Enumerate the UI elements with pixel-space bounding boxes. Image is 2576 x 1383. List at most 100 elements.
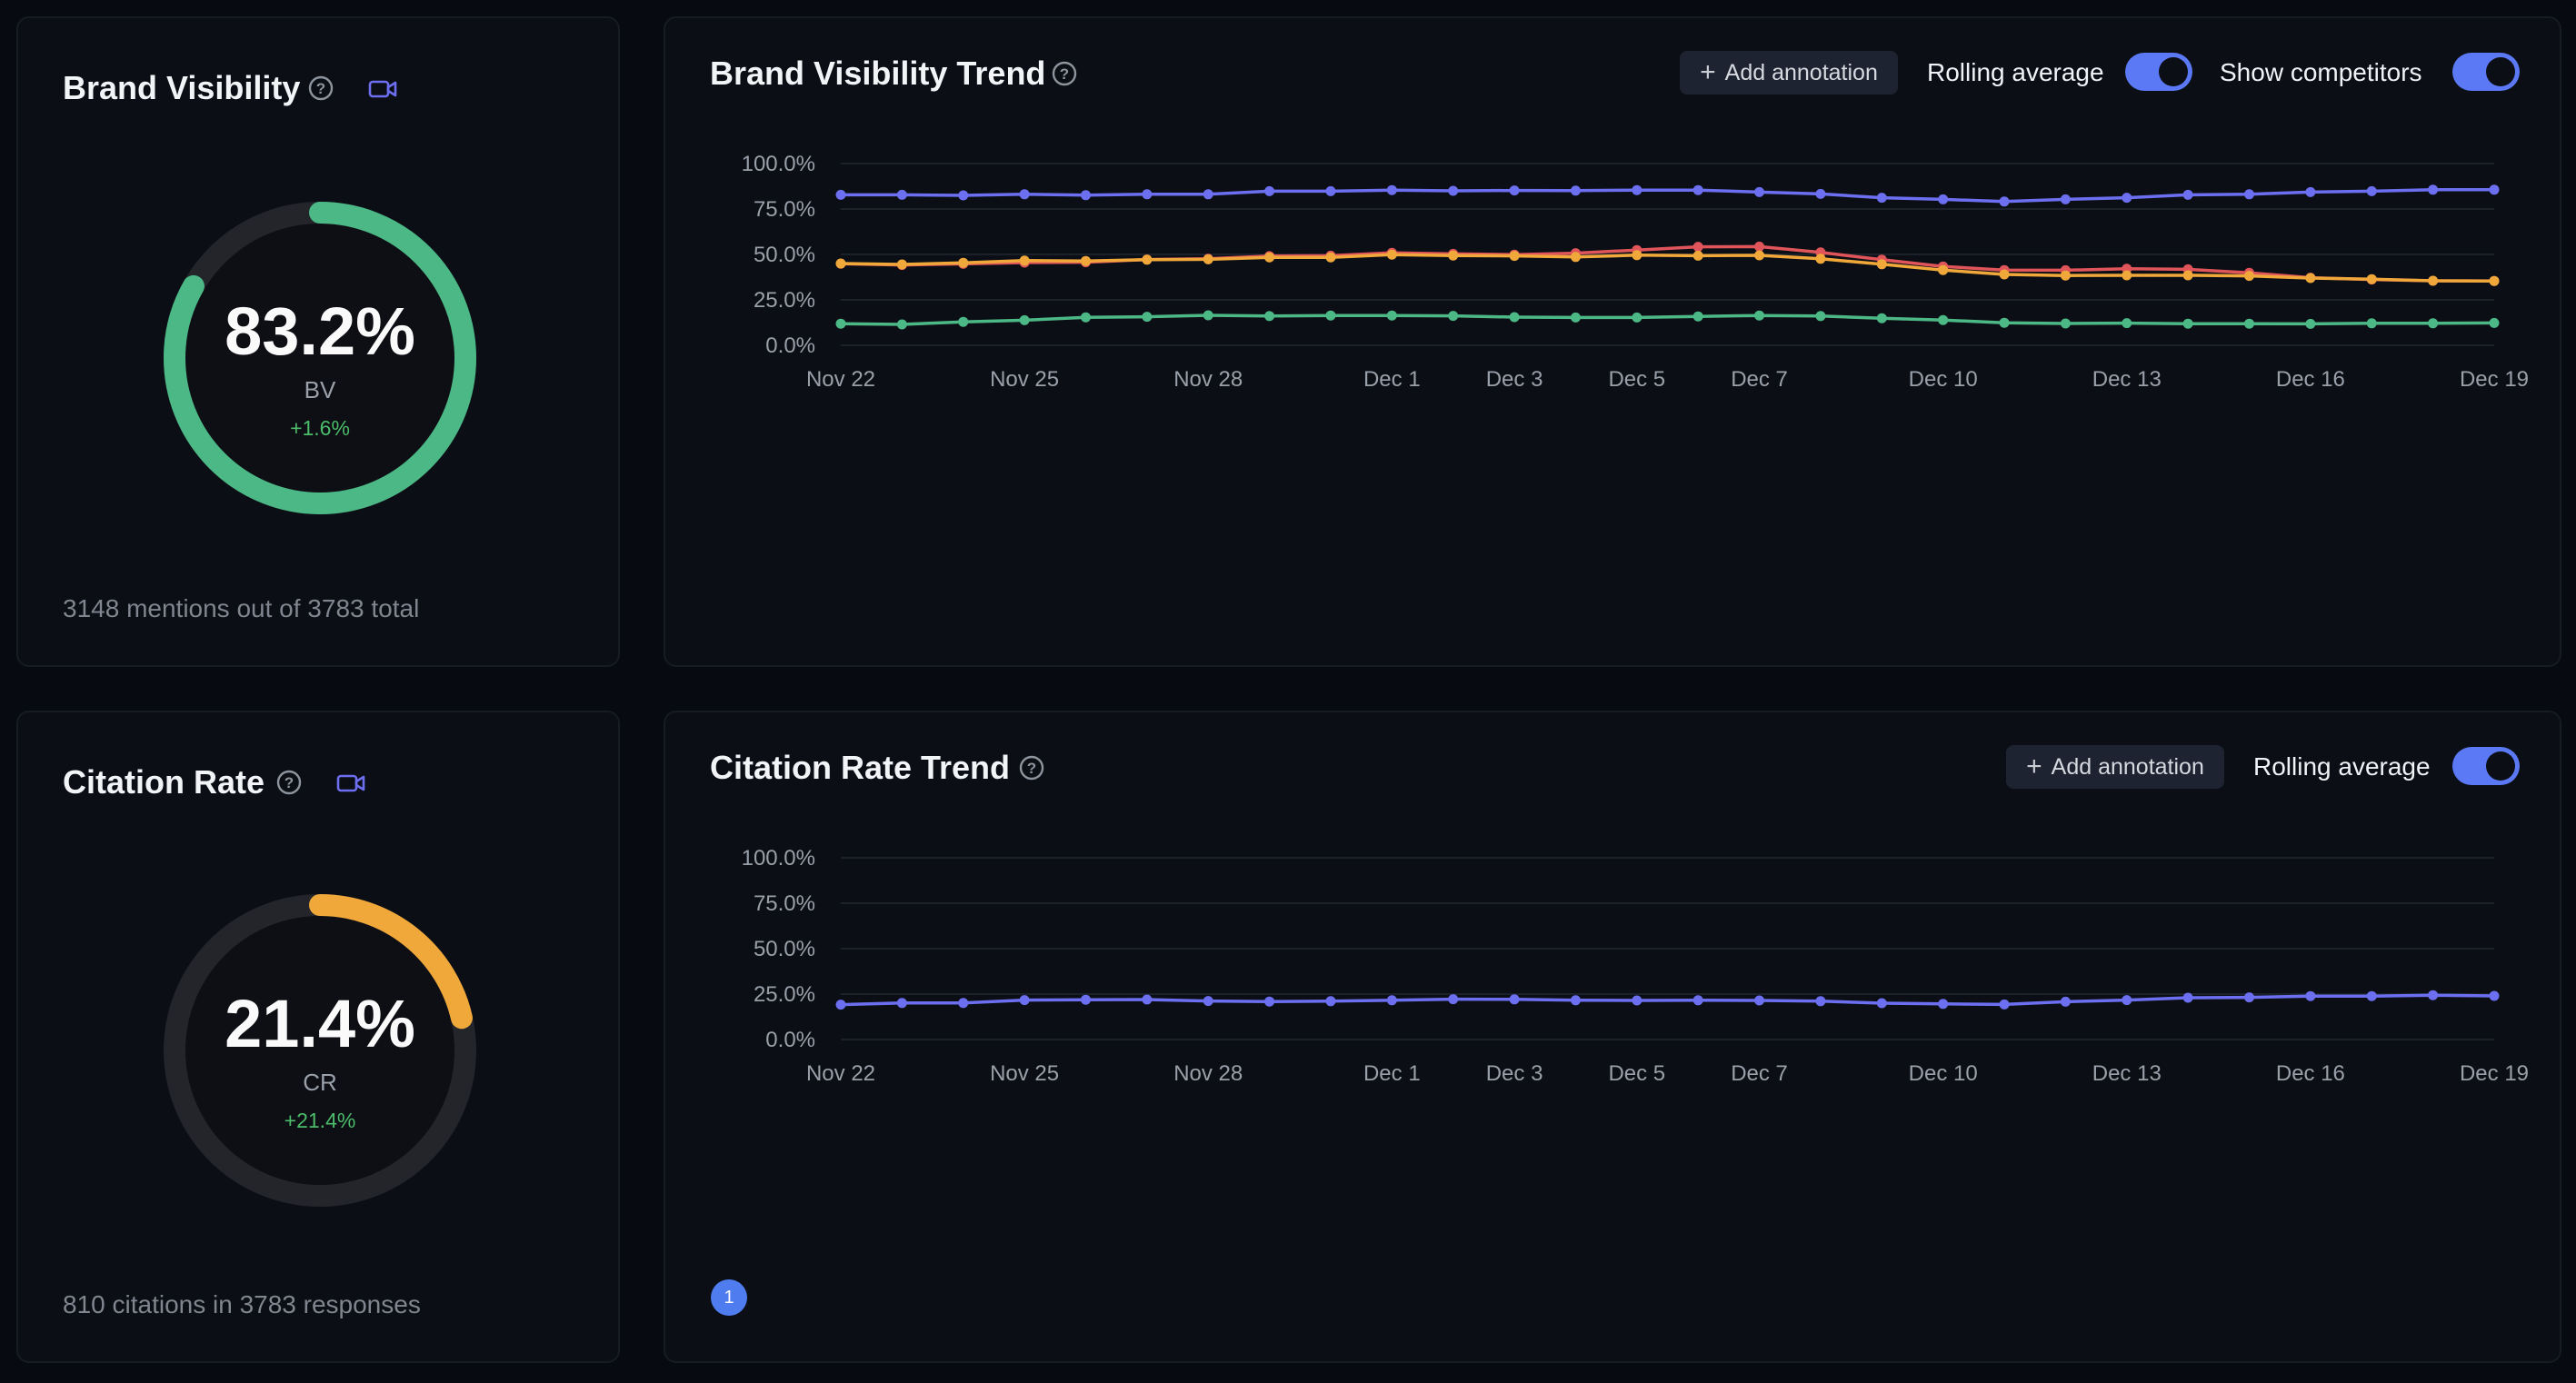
x-tick-label: Nov 22 — [806, 1061, 875, 1086]
data-point — [1448, 311, 1459, 322]
data-point — [2244, 992, 2255, 1003]
series-line — [840, 313, 2495, 326]
add-annotation-button[interactable]: + Add annotation — [1680, 51, 1898, 95]
svg-text:?: ? — [285, 774, 294, 791]
data-point — [1692, 311, 1703, 322]
data-point — [1386, 249, 1397, 260]
data-point — [1325, 996, 1336, 1007]
rolling-average-toggle[interactable] — [2125, 53, 2192, 91]
data-point — [1876, 313, 1887, 323]
y-tick-label: 75.0% — [754, 891, 815, 916]
video-camera-icon[interactable] — [336, 773, 365, 793]
series-line — [841, 188, 2494, 204]
page-number-badge[interactable]: 1 — [711, 1279, 747, 1316]
x-tick-label: Dec 7 — [1731, 1061, 1788, 1086]
data-point — [1999, 269, 2010, 280]
data-point — [1019, 995, 1030, 1006]
data-point — [1570, 185, 1581, 196]
x-tick-label: Dec 13 — [2092, 1061, 2162, 1086]
data-point — [2428, 275, 2439, 286]
data-point — [2489, 184, 2500, 195]
data-point — [1019, 314, 1030, 325]
x-tick-label: Dec 13 — [2092, 367, 2162, 392]
data-point — [1509, 994, 1520, 1005]
data-point — [1264, 311, 1275, 322]
data-point — [1692, 250, 1703, 261]
series-line — [840, 993, 2495, 1007]
y-tick-label: 100.0% — [742, 846, 815, 871]
data-point — [1632, 995, 1642, 1006]
data-point — [2122, 193, 2132, 204]
data-point — [2060, 194, 2071, 204]
data-point — [1203, 189, 1213, 200]
data-point — [1080, 994, 1091, 1005]
data-point — [1815, 996, 1826, 1007]
data-point — [1876, 998, 1887, 1009]
data-point — [1570, 312, 1581, 323]
data-point — [1325, 185, 1336, 196]
data-point — [1386, 310, 1397, 321]
data-point — [1142, 312, 1153, 323]
toggle-knob — [2486, 57, 2515, 86]
y-tick-label: 50.0% — [754, 937, 815, 961]
x-tick-label: Nov 25 — [990, 1061, 1059, 1086]
data-point — [1080, 190, 1091, 201]
data-point — [958, 257, 969, 268]
help-circle-icon[interactable]: ? — [275, 769, 303, 796]
citation-rate-trend-chart: 100.0% 75.0% 50.0% 25.0% 0.0% Nov 22 Nov 25 Nov… — [742, 846, 2529, 1086]
show-competitors-label: Show competitors — [2220, 58, 2422, 86]
add-annotation-button[interactable]: + Add annotation — [2006, 745, 2224, 789]
data-point — [1325, 252, 1336, 263]
data-point — [2122, 318, 2132, 329]
brand-visibility-trend-chart: 100.0% 75.0% 50.0% 25.0% 0.0% Nov 22 Nov 25 Nov… — [742, 152, 2529, 392]
data-point — [2182, 189, 2193, 200]
data-point — [1938, 999, 1949, 1010]
data-point — [896, 189, 907, 200]
data-point — [2428, 184, 2439, 195]
data-point — [1632, 312, 1642, 323]
citation-rate-gauge: 21.4% CR +21.4% — [160, 890, 480, 1210]
citation-rate-title: Citation Rate — [63, 763, 265, 801]
data-point — [958, 316, 969, 327]
data-point — [1938, 194, 1949, 204]
help-circle-icon[interactable]: ? — [1018, 754, 1045, 781]
citation-rate-value: 21.4% — [225, 986, 415, 1061]
data-point — [835, 258, 846, 269]
plus-icon: + — [2026, 751, 2042, 781]
help-circle-icon[interactable]: ? — [1051, 60, 1078, 87]
data-point — [1080, 255, 1091, 266]
data-point — [896, 319, 907, 330]
rolling-average-toggle[interactable] — [2452, 747, 2520, 785]
data-point — [896, 259, 907, 270]
video-camera-icon[interactable] — [368, 79, 397, 99]
help-circle-icon[interactable]: ? — [307, 75, 334, 102]
data-point — [1448, 994, 1459, 1005]
data-point — [958, 190, 969, 201]
svg-text:?: ? — [316, 80, 325, 97]
x-tick-label: Dec 5 — [1608, 1061, 1665, 1086]
data-point — [1632, 250, 1642, 261]
data-point — [2428, 318, 2439, 329]
bv-trend-title: Brand Visibility Trend — [710, 55, 1046, 92]
data-point — [1203, 310, 1213, 321]
data-point — [2182, 318, 2193, 329]
data-point — [2182, 992, 2193, 1003]
data-point — [2305, 186, 2316, 197]
data-point — [835, 189, 846, 200]
data-point — [2428, 990, 2439, 1000]
series-line — [840, 253, 2495, 283]
data-point — [2305, 318, 2316, 329]
y-tick-label: 0.0% — [765, 1028, 815, 1052]
data-point — [1080, 312, 1091, 323]
y-tick-label: 25.0% — [754, 288, 815, 313]
gauge-arc — [164, 894, 476, 1207]
show-competitors-toggle[interactable] — [2452, 53, 2520, 91]
data-point — [1754, 310, 1765, 321]
data-point — [896, 998, 907, 1009]
data-point — [1509, 185, 1520, 196]
x-tick-label: Dec 3 — [1486, 1061, 1543, 1086]
toggle-knob — [2486, 751, 2515, 781]
svg-text:?: ? — [1060, 65, 1069, 83]
add-annotation-label: Add annotation — [1724, 59, 1878, 85]
x-tick-label: Dec 19 — [2460, 1061, 2529, 1086]
